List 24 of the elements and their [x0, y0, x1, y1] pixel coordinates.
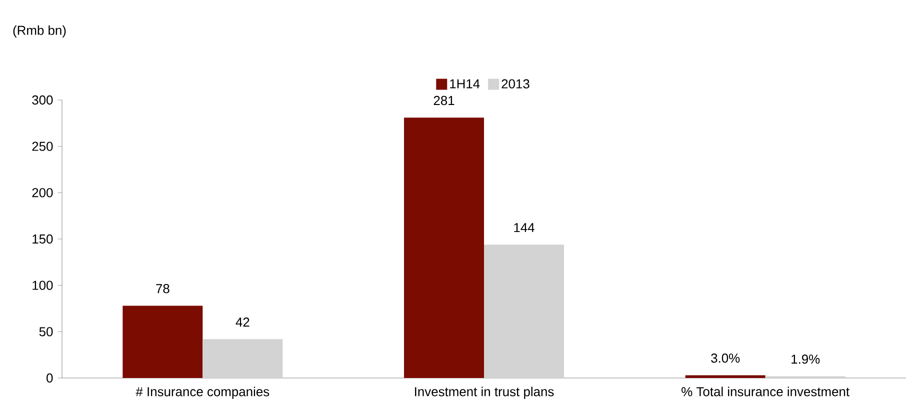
bar [122, 306, 203, 378]
y-tick-label: 300 [32, 95, 53, 105]
x-tick-label: % Total insurance investment [682, 386, 850, 396]
bar [484, 244, 564, 378]
legend-label: 2013 [502, 79, 530, 88]
bar [685, 375, 766, 378]
data-label: 144 [514, 223, 534, 232]
data-label: 78 [156, 284, 170, 294]
data-label: 42 [236, 318, 250, 327]
bar [202, 339, 283, 378]
y-tick-label: 50 [39, 327, 53, 336]
x-tick-label: # Insurance companies [136, 386, 270, 399]
y-tick-label: 0 [46, 373, 53, 383]
y-tick-label: 200 [32, 188, 53, 198]
legend-label: 1H14 [450, 79, 480, 88]
y-tick-label: 100 [32, 280, 53, 290]
data-label: 3.0% [711, 354, 740, 363]
data-label: 281 [434, 96, 454, 106]
y-tick-label: 150 [32, 234, 53, 244]
bar [404, 118, 484, 378]
data-label: 1.9% [792, 354, 820, 364]
y-axis-title: (Rmb bn) [13, 25, 66, 38]
x-tick-label: Investment in trust plans [415, 386, 554, 399]
y-tick-label: 250 [32, 142, 53, 151]
